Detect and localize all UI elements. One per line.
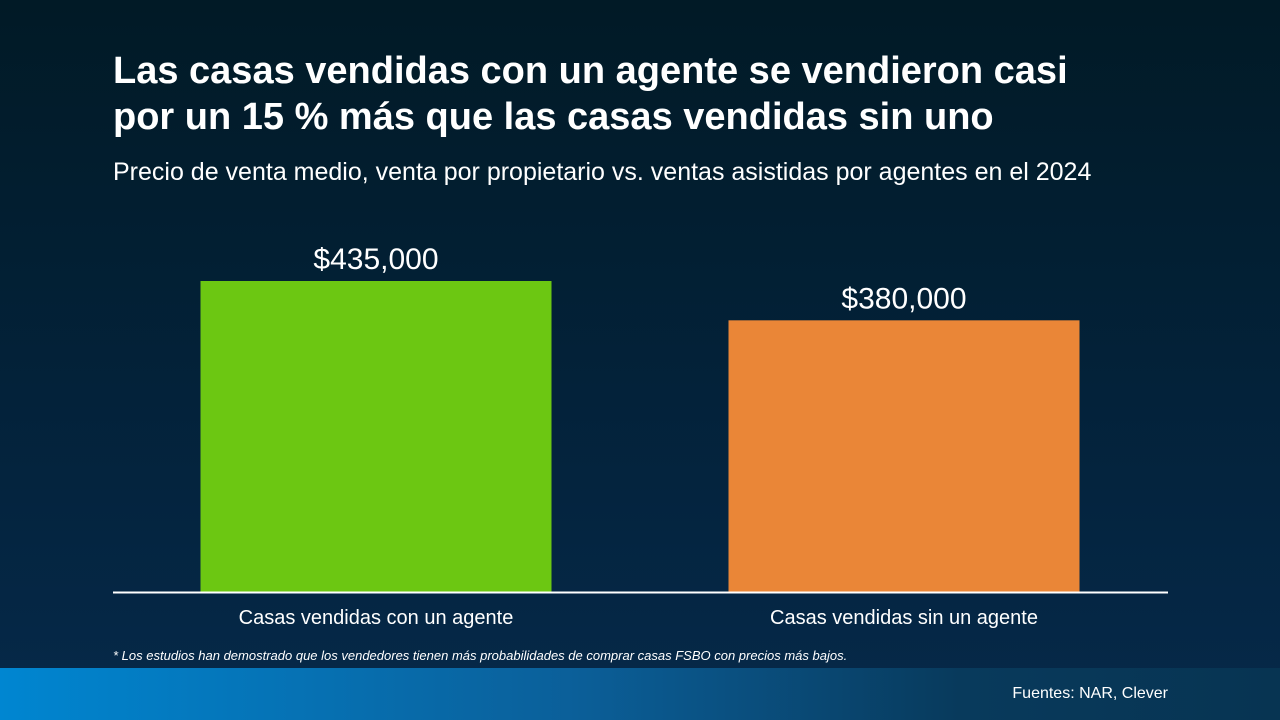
bar-chart: $435,000 Casas vendidas con un agente $380… — [200, 243, 1080, 629]
chart-subtitle: Precio de venta medio, venta por propiet… — [113, 158, 1092, 186]
bar-value-label-1: $435,000 — [313, 243, 438, 276]
bar-2 — [728, 320, 1080, 592]
category-label-2: Casas vendidas sin un agente — [770, 607, 1038, 629]
chart-title: Las casas vendidas con un agente se vend… — [113, 48, 1193, 140]
chart-title-line-1: Las casas vendidas con un agente se vend… — [113, 50, 1068, 92]
sources-text: Fuentes: NAR, Clever — [1012, 685, 1168, 702]
bar-1 — [200, 281, 552, 592]
chart-title-line-2: por un 15 % más que las casas vendidas s… — [113, 96, 994, 138]
bar-value-label-2: $380,000 — [841, 282, 966, 315]
footer-band: Fuentes: NAR, Clever — [0, 668, 1280, 720]
footnote: * Los estudios han demostrado que los ve… — [113, 648, 848, 663]
category-label-1: Casas vendidas con un agente — [239, 607, 514, 629]
